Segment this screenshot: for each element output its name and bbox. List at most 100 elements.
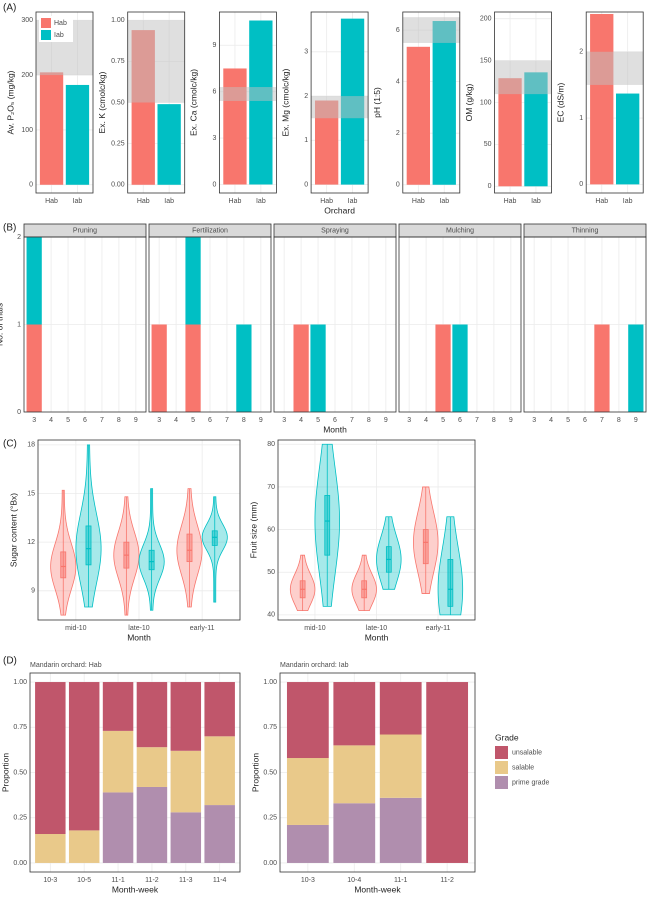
bar-segment bbox=[170, 812, 202, 863]
x-tick-label: 9 bbox=[134, 417, 138, 424]
x-tick-label: 11-2 bbox=[440, 877, 454, 884]
bar-segment bbox=[204, 682, 235, 737]
y-tick-label: 0.75 bbox=[263, 724, 277, 731]
y-axis-title: Ex. K (cmolc/kg) bbox=[97, 71, 107, 133]
y-axis-title: Ex. Mg (cmolc/kg) bbox=[280, 68, 290, 136]
plot-border bbox=[218, 11, 277, 194]
x-tick-label: late-10 bbox=[128, 625, 150, 632]
bar bbox=[615, 93, 640, 185]
y-tick-label: 18 bbox=[27, 442, 35, 449]
x-tick-label: Iab bbox=[164, 198, 174, 205]
x-tick-label: 5 bbox=[566, 417, 570, 424]
chart-title: Mandarin orchard: Hab bbox=[30, 662, 102, 669]
x-tick-label: 8 bbox=[492, 417, 496, 424]
bar-segment bbox=[379, 682, 422, 735]
y-tick-label: 0.25 bbox=[13, 815, 27, 822]
plot-border bbox=[310, 11, 369, 194]
y-tick-label: 0.75 bbox=[111, 58, 125, 65]
legend-label: salable bbox=[512, 764, 534, 771]
x-tick-label: 7 bbox=[225, 417, 229, 424]
bar-segment bbox=[151, 324, 167, 412]
y-tick-label: 200 bbox=[480, 16, 492, 23]
x-tick-label: Iab bbox=[348, 198, 358, 205]
y-tick-label: 50 bbox=[484, 141, 492, 148]
optimal-range bbox=[402, 17, 460, 43]
y-tick-label: 9 bbox=[212, 42, 216, 49]
bar-segment bbox=[293, 324, 309, 412]
legend-label: prime grade bbox=[512, 779, 549, 786]
x-tick-label: Iab bbox=[623, 198, 633, 205]
y-tick-label: 100 bbox=[480, 99, 492, 106]
legend-key bbox=[41, 30, 51, 40]
x-tick-label: 11-1 bbox=[111, 877, 125, 884]
bar-segment bbox=[286, 682, 329, 759]
facet-title: Thinning bbox=[572, 227, 599, 234]
bar-segment bbox=[310, 324, 326, 412]
y-tick-label: 2 bbox=[17, 234, 21, 241]
y-tick-label: 0.25 bbox=[263, 815, 277, 822]
bar-segment bbox=[333, 682, 376, 746]
plot-border bbox=[402, 11, 461, 194]
bar-segment bbox=[185, 237, 201, 325]
box bbox=[60, 551, 67, 579]
bar-segment bbox=[333, 745, 376, 804]
bar bbox=[223, 68, 247, 185]
y-tick-label: 3 bbox=[212, 135, 216, 142]
x-tick-label: 9 bbox=[509, 417, 513, 424]
x-tick-label: 5 bbox=[66, 417, 70, 424]
y-tick-label: 80 bbox=[267, 441, 275, 448]
y-tick-label: 4 bbox=[396, 78, 400, 85]
facet-title: Fertilization bbox=[192, 227, 228, 234]
bar-segment bbox=[185, 324, 201, 412]
x-tick-label: 10-5 bbox=[77, 877, 91, 884]
x-tick-label: 4 bbox=[174, 417, 178, 424]
bar-segment bbox=[435, 324, 451, 412]
plot-border bbox=[279, 672, 476, 873]
bar-segment bbox=[286, 824, 329, 863]
box bbox=[422, 529, 429, 565]
bar bbox=[498, 78, 522, 187]
y-tick-label: 6 bbox=[396, 27, 400, 34]
x-tick-label: 3 bbox=[282, 417, 286, 424]
y-tick-label: 0 bbox=[488, 183, 492, 190]
x-tick-label: Iab bbox=[256, 198, 266, 205]
chart-title: Mandarin orchard: Iab bbox=[280, 662, 349, 669]
legend-key bbox=[495, 761, 508, 774]
y-tick-label: 0 bbox=[29, 182, 33, 189]
x-tick-label: Hab bbox=[320, 198, 333, 205]
y-tick-label: 0.00 bbox=[111, 182, 125, 189]
x-tick-label: 7 bbox=[600, 417, 604, 424]
facet-title: Pruning bbox=[73, 227, 97, 234]
x-tick-label: 11-2 bbox=[145, 877, 159, 884]
x-tick-label: 10-3 bbox=[43, 877, 57, 884]
plot-border bbox=[37, 439, 241, 621]
y-tick-label: 0 bbox=[579, 181, 583, 188]
box bbox=[186, 533, 193, 563]
y-tick-label: 0.00 bbox=[13, 860, 27, 867]
y-tick-label: 0.50 bbox=[13, 769, 27, 776]
optimal-range bbox=[311, 96, 369, 119]
y-tick-label: 12 bbox=[27, 539, 35, 546]
y-tick-label: 0.00 bbox=[263, 860, 277, 867]
bar bbox=[65, 84, 90, 185]
y-tick-label: 2 bbox=[396, 130, 400, 137]
y-axis-title: Proportion bbox=[0, 753, 10, 792]
panel-label: (A) bbox=[3, 3, 16, 14]
bar-segment bbox=[286, 758, 329, 825]
x-tick-label: 7 bbox=[475, 417, 479, 424]
box bbox=[447, 559, 454, 607]
x-tick-label: 3 bbox=[407, 417, 411, 424]
plot-border bbox=[523, 236, 647, 413]
y-tick-label: 150 bbox=[480, 57, 492, 64]
y-tick-label: 15 bbox=[27, 490, 35, 497]
optimal-range bbox=[219, 87, 277, 101]
bar-segment bbox=[426, 682, 469, 863]
bar-segment bbox=[102, 730, 134, 793]
bar-segment bbox=[68, 682, 100, 831]
x-tick-label: 5 bbox=[316, 417, 320, 424]
x-tick-label: 11-3 bbox=[179, 877, 193, 884]
facet-title: Spraying bbox=[321, 227, 349, 234]
panel-label: (D) bbox=[3, 656, 17, 667]
bar bbox=[249, 20, 273, 185]
